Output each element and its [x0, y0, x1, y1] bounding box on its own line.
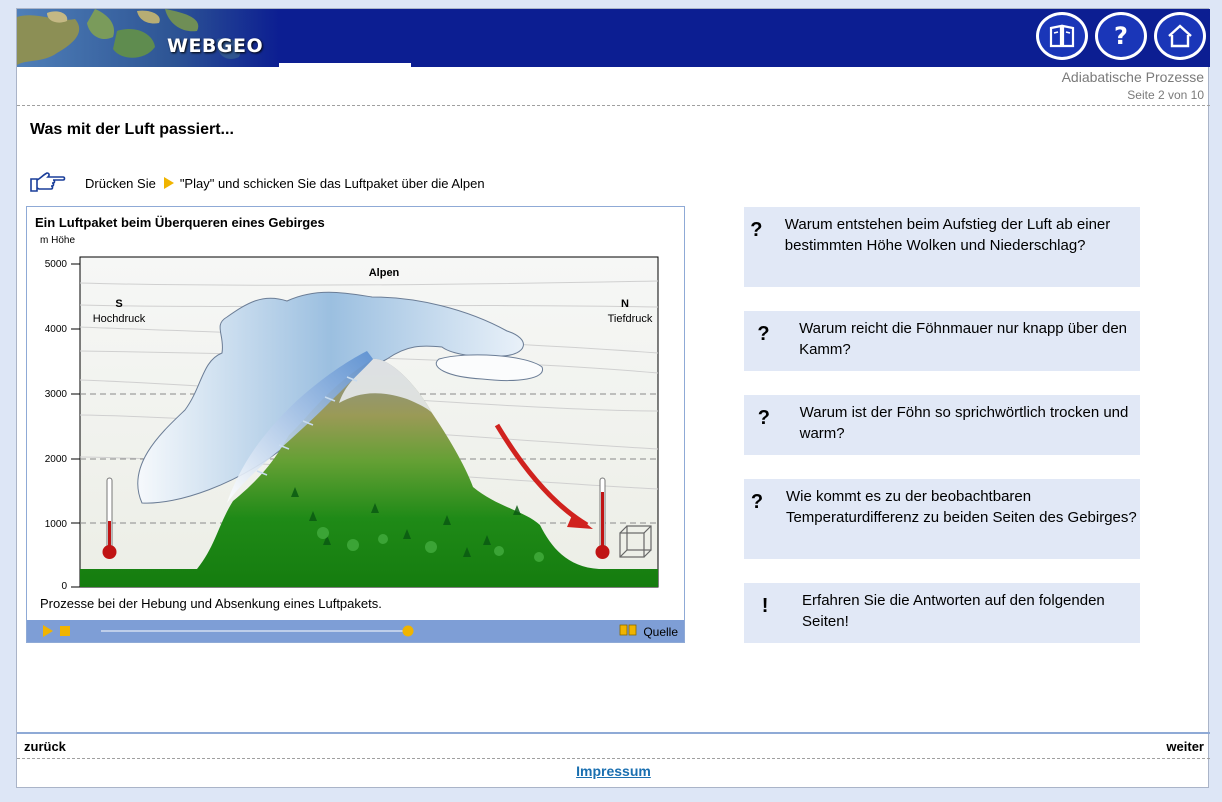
- answer-hint-box[interactable]: ! Erfahren Sie die Antworten auf den fol…: [744, 583, 1140, 643]
- breadcrumb-title: Adiabatische Prozesse: [1061, 69, 1204, 85]
- y-tick-5000: 5000: [45, 259, 68, 270]
- back-link[interactable]: zurück: [24, 739, 66, 754]
- help-icon[interactable]: ?: [1095, 12, 1147, 60]
- instruction-after: "Play" und schicken Sie das Luftpaket üb…: [179, 176, 485, 191]
- north-pressure-label: Tiefdruck: [608, 313, 653, 325]
- pointing-hand-icon: [29, 171, 67, 196]
- animation-title: Ein Luftpaket beim Überqueren eines Gebi…: [35, 215, 325, 230]
- y-tick-4000: 4000: [45, 324, 68, 335]
- play-hint-icon: [163, 177, 174, 189]
- quelle-link[interactable]: Quelle: [619, 624, 678, 639]
- y-tick-3000: 3000: [45, 389, 68, 400]
- answer-hint-text: Erfahren Sie die Antworten auf den folge…: [802, 592, 1105, 630]
- air-parcel-cube-icon: [619, 525, 652, 558]
- mountain-label: Alpen: [369, 267, 400, 279]
- south-label: S: [115, 298, 122, 310]
- header-accent-line: [279, 63, 411, 67]
- question-box-4[interactable]: ? Wie kommt es zu der beobachtbaren Temp…: [744, 479, 1140, 559]
- foehn-diagram: m Höhe 5000 4000 300: [40, 235, 659, 592]
- question-mark-icon: ?: [757, 323, 770, 345]
- south-pressure-label: Hochdruck: [93, 313, 146, 325]
- y-tick-2000: 2000: [45, 454, 68, 465]
- divider: [17, 105, 1210, 106]
- header-bar: WEBGEO ?: [17, 9, 1210, 67]
- north-label: N: [621, 298, 629, 310]
- home-icon[interactable]: [1154, 12, 1206, 60]
- play-button[interactable]: [43, 625, 53, 637]
- impressum-link[interactable]: Impressum: [576, 763, 651, 779]
- question-text: Wie kommt es zu der beobachtbaren Temper…: [785, 488, 1137, 526]
- book-icon: [619, 624, 637, 639]
- stop-button[interactable]: [60, 626, 70, 636]
- next-link[interactable]: weiter: [1166, 739, 1204, 754]
- question-box-3[interactable]: ? Warum ist der Föhn so sprichwörtlich t…: [744, 395, 1140, 455]
- question-text: Warum entstehen beim Aufstieg der Luft a…: [784, 216, 1111, 254]
- instruction-row: Drücken Sie "Play" und schicken Sie das L…: [29, 171, 485, 196]
- y-tick-1000: 1000: [45, 519, 68, 530]
- breadcrumb: Adiabatische Prozesse Seite 2 von 10: [1062, 69, 1204, 102]
- progress-slider-handle[interactable]: [402, 625, 414, 637]
- y-tick-0: 0: [61, 581, 67, 592]
- divider: [17, 758, 1210, 759]
- thermometer-south: [102, 477, 117, 559]
- page-navigation: zurück weiter: [17, 732, 1210, 758]
- question-text: Warum ist der Föhn so sprichwörtlich tro…: [799, 404, 1129, 442]
- exclamation-icon: !: [761, 595, 769, 617]
- thermometer-north: [595, 477, 610, 559]
- question-mark-icon: ?: [757, 407, 770, 429]
- question-box-2[interactable]: ? Warum reicht die Föhnmauer nur knapp ü…: [744, 311, 1140, 371]
- instruction-text: Drücken Sie "Play" und schicken Sie das L…: [85, 176, 485, 191]
- page-frame: WEBGEO ? Adiabatische Prozesse Seite 2 v…: [16, 8, 1210, 788]
- y-axis-label: m Höhe: [40, 235, 75, 246]
- instruction-before: Drücken Sie: [85, 176, 156, 191]
- quelle-label: Quelle: [643, 624, 678, 639]
- animation-panel: Ein Luftpaket beim Überqueren eines Gebi…: [26, 206, 685, 643]
- question-mark-icon: ?: [750, 491, 764, 513]
- question-text: Warum reicht die Föhnmauer nur knapp übe…: [799, 320, 1128, 358]
- page-title: Was mit der Luft passiert...: [30, 121, 234, 138]
- question-mark-icon: ?: [750, 219, 763, 241]
- webgeo-logo: WEBGEO: [167, 35, 264, 57]
- book-icon[interactable]: [1036, 12, 1088, 60]
- question-box-1[interactable]: ? Warum entstehen beim Aufstieg der Luft…: [744, 207, 1140, 287]
- player-controls: Quelle: [27, 620, 684, 642]
- page-indicator: Seite 2 von 10: [1127, 88, 1204, 102]
- logo-map-image: [17, 9, 279, 67]
- animation-caption: Prozesse bei der Hebung und Absenkung ei…: [40, 596, 382, 611]
